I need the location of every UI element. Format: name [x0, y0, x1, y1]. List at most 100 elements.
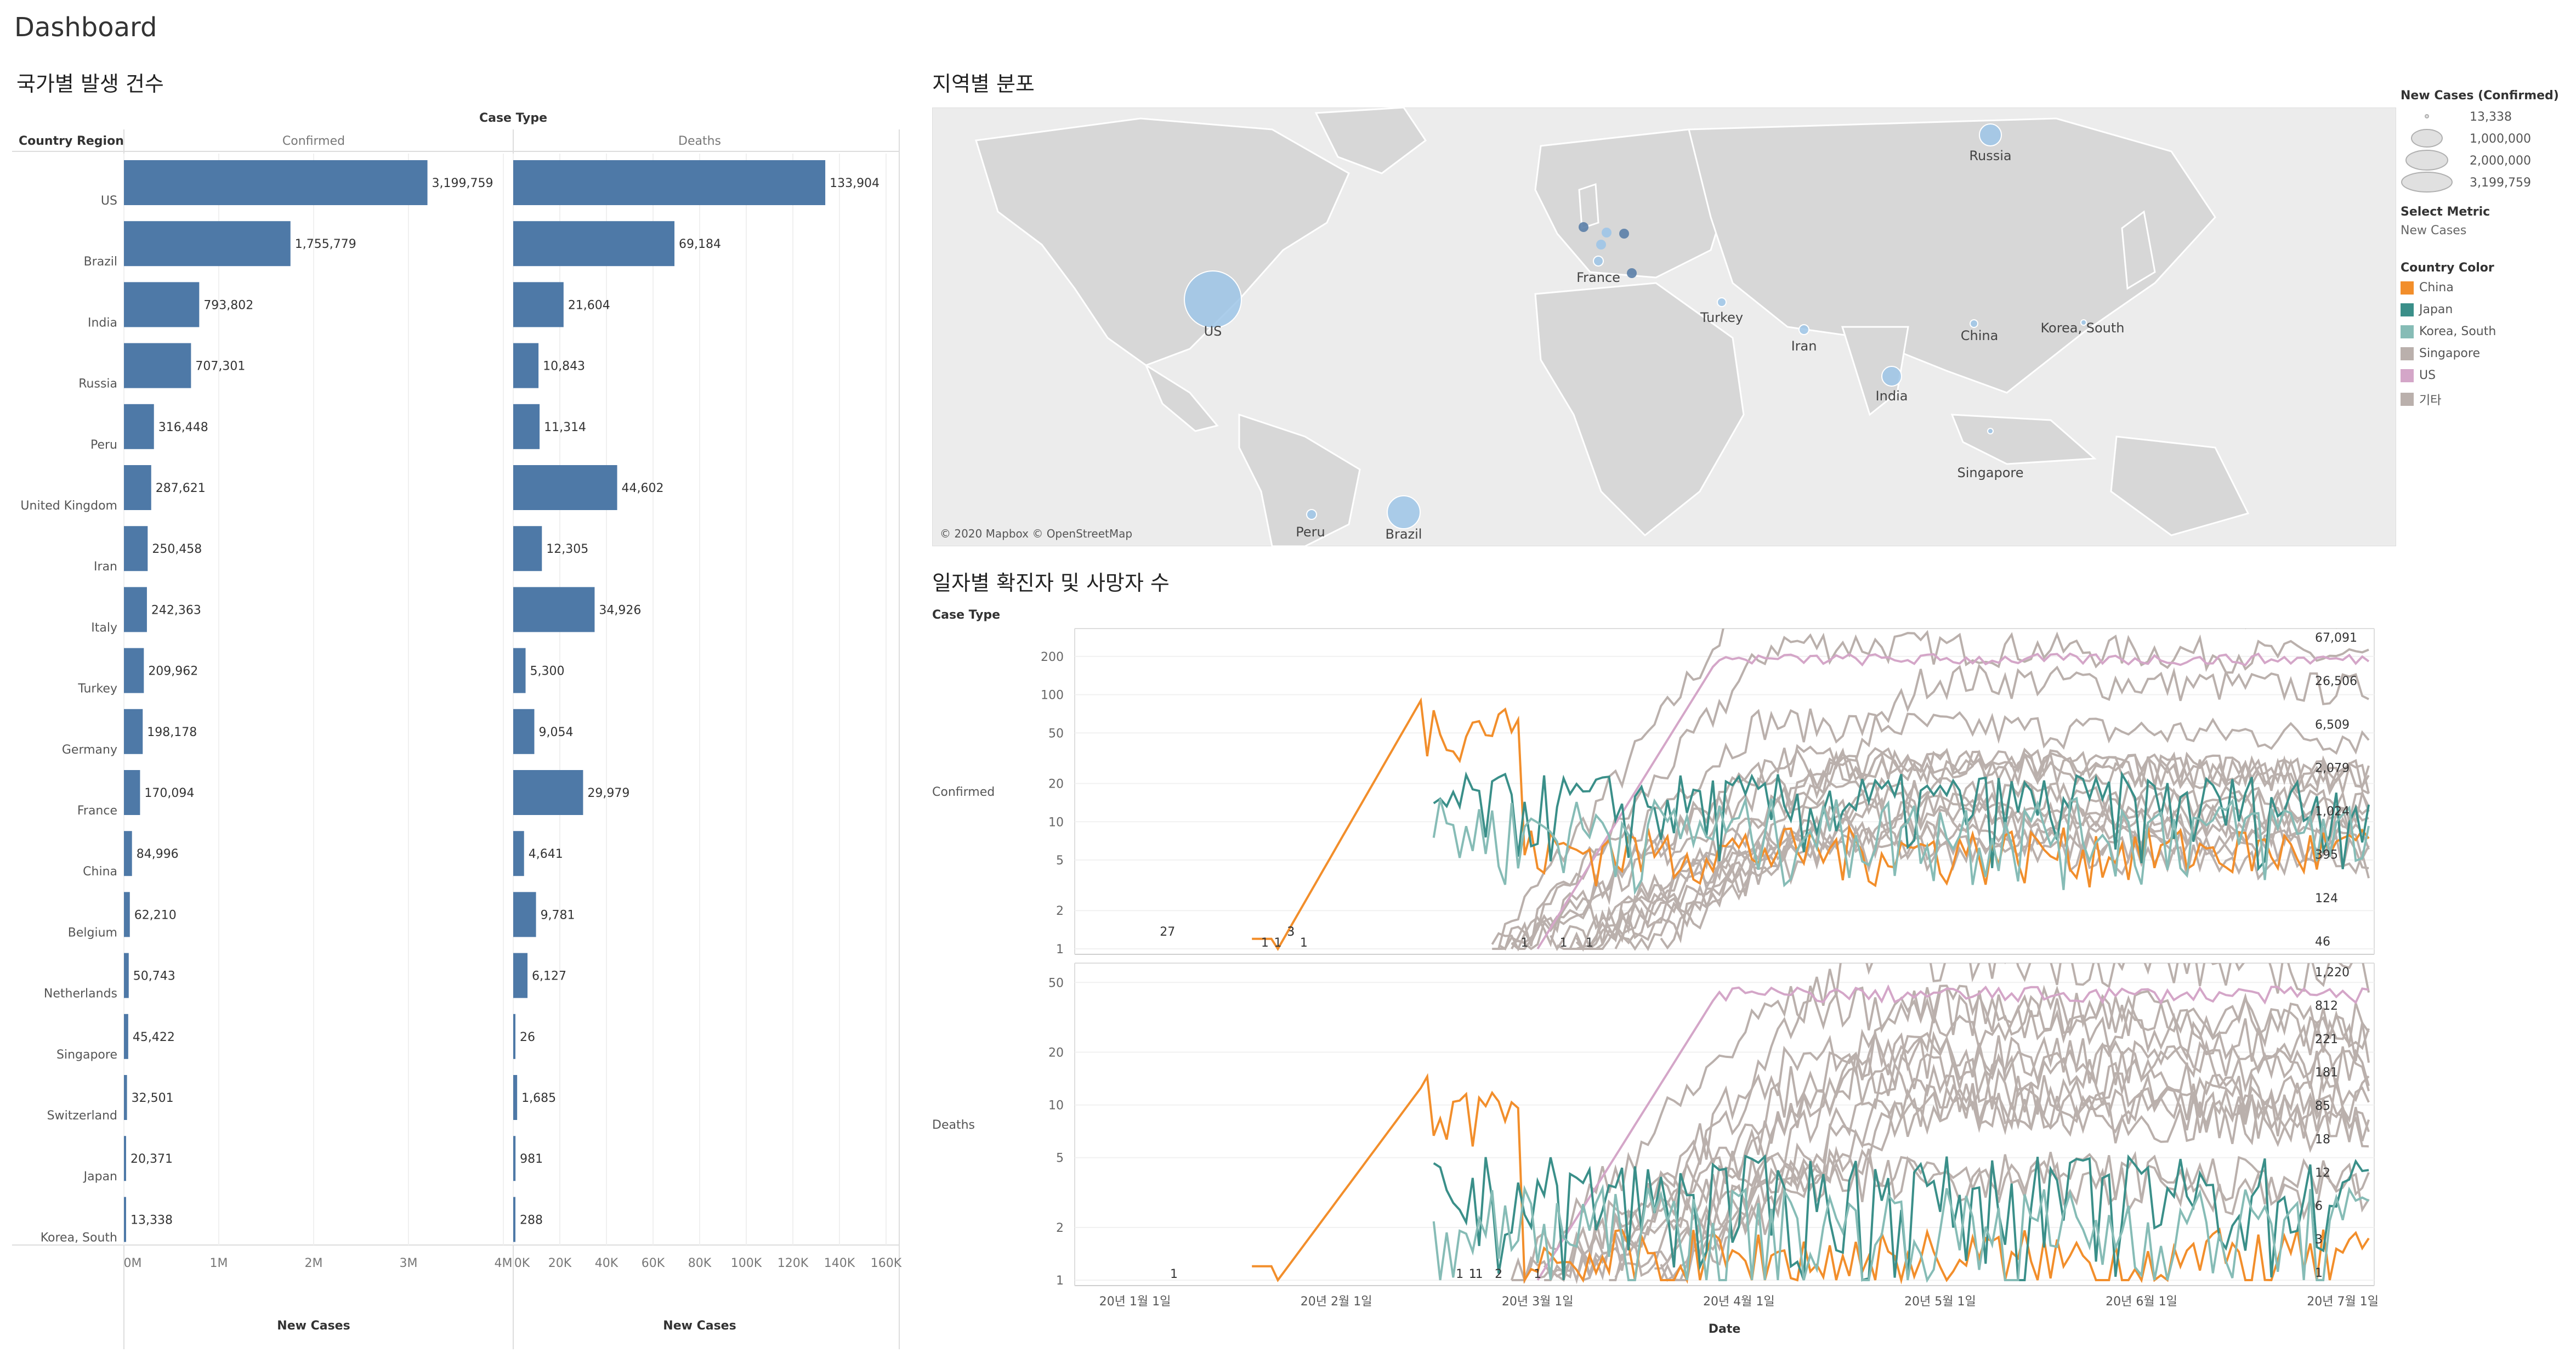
series-line-grey [1537, 1028, 2370, 1280]
bar-deaths-16 [513, 1136, 516, 1181]
map-dot-europe [1602, 228, 1612, 237]
bar-deaths-6 [513, 526, 542, 572]
bar-deaths-8 [513, 648, 526, 693]
series-line-korea-south [1432, 1184, 2369, 1283]
case-type-header: Case Type [479, 111, 547, 125]
bar-deaths-9 [513, 709, 535, 754]
category-label: Turkey [77, 682, 117, 696]
point-label: 1 [1586, 936, 1593, 950]
point-label: 1 [1469, 1268, 1477, 1281]
bar-deaths-11 [513, 831, 524, 876]
color-legend-item[interactable]: US [2401, 369, 2436, 382]
point-label: 1 [1469, 1268, 1477, 1281]
bar-confirmed-3 [124, 343, 191, 388]
daily-line-chart: Case TypeConfirmed20010050201052167,0912… [932, 608, 2379, 1336]
bar-value-label: 6,127 [532, 970, 566, 983]
point-label: 1 [1534, 1268, 1541, 1281]
country-bar-chart: Case Type Country Region Confirmed 0M 1M 2M 3M… [12, 111, 902, 1349]
bar-value-label: 26 [520, 1031, 535, 1044]
x-tick-label: 120K [778, 1257, 809, 1270]
point-label: 1 [1170, 1268, 1178, 1281]
color-legend-item[interactable]: Japan [2401, 303, 2453, 316]
series-line-grey [1575, 1061, 2370, 1281]
x-tick-label: 20년 7월 1일 [2307, 1295, 2379, 1309]
map-land-1 [1314, 107, 1427, 174]
end-label: 812 [2315, 999, 2338, 1013]
map-label: Singapore [1957, 465, 2023, 480]
series-line-us [1536, 652, 2370, 950]
end-label: 6,509 [2315, 718, 2350, 732]
bar-confirmed-9 [124, 709, 143, 754]
color-swatch [2401, 281, 2414, 295]
size-legend-label: 3,199,759 [2470, 176, 2531, 190]
color-legend-item[interactable]: China [2401, 281, 2454, 295]
x-tick-label: 80K [688, 1257, 712, 1270]
end-label: 1 [2315, 1266, 2323, 1280]
end-label: 395 [2315, 848, 2338, 862]
category-label: Russia [78, 377, 117, 391]
color-legend-title: Country Color [2401, 261, 2494, 275]
metric-selector[interactable]: New Cases [2401, 224, 2467, 237]
map-land-5 [1534, 282, 1745, 537]
map-bubble-iran [1798, 324, 1809, 335]
x-tick-label: 3M [400, 1257, 418, 1270]
bar-value-label: 250,458 [152, 542, 202, 556]
map-land-8 [1950, 414, 2097, 465]
x-tick-label: 20년 5월 1일 [1904, 1295, 1976, 1309]
series-line-us [1536, 984, 2369, 1281]
point-label: 1 [1476, 1268, 1483, 1281]
color-legend-label: China [2419, 281, 2454, 295]
bar-value-label: 1,755,779 [295, 237, 356, 251]
color-legend-item[interactable]: Korea, South [2401, 325, 2496, 338]
bar-confirmed-16 [124, 1136, 126, 1181]
bar-confirmed-8 [124, 648, 144, 693]
bar-value-label: 13,338 [130, 1213, 173, 1227]
point-label: 2 [1495, 1268, 1502, 1281]
bar-confirmed-14 [124, 1014, 128, 1059]
bar-value-label: 50,743 [133, 970, 175, 983]
end-label: 3 [2315, 1233, 2323, 1247]
end-label: 67,091 [2315, 631, 2357, 645]
bar-value-label: 316,448 [158, 421, 208, 434]
x-axis-label: New Cases [663, 1319, 736, 1333]
bar-deaths-0 [513, 160, 826, 205]
bar-value-label: 287,621 [156, 482, 206, 495]
bar-value-label: 34,926 [599, 603, 641, 617]
x-tick-label: 0K [514, 1257, 530, 1270]
bar-confirmed-1 [124, 221, 291, 267]
bar-value-label: 69,184 [679, 237, 721, 251]
size-legend-mark [2425, 114, 2429, 118]
panel-label: Deaths [932, 1118, 975, 1132]
end-label: 18 [2315, 1133, 2330, 1146]
bar-section-title: 국가별 발생 건수 [16, 72, 164, 96]
series-line-grey [1660, 1085, 2370, 1281]
region-map[interactable]: Russia France US Turkey Iran China Korea, Sout… [932, 107, 2396, 546]
series-line-grey [1582, 963, 2370, 1281]
color-swatch [2401, 303, 2414, 316]
color-legend-item[interactable]: Singapore [2401, 347, 2480, 360]
panel-header-confirmed: Confirmed [282, 134, 345, 148]
point-label: 1 [1300, 936, 1308, 950]
point-label: 27 [1160, 925, 1175, 939]
bar-deaths-15 [513, 1075, 518, 1120]
size-legend: 13,338 1,000,000 2,000,000 3,199,759 [2401, 110, 2531, 193]
map-bubble-russia [1979, 123, 2002, 146]
series-line-grey [1660, 664, 2369, 950]
bar-deaths-13 [513, 953, 528, 998]
map-land-11 [1578, 183, 1599, 230]
color-legend-item[interactable]: 기타 [2401, 391, 2441, 408]
map-land-3 [1238, 413, 1361, 546]
category-label: Brazil [84, 255, 117, 269]
point-label: 1 [1560, 936, 1568, 950]
category-label: Belgium [68, 926, 117, 940]
metric-title: Select Metric [2401, 205, 2490, 219]
map-section-title: 지역별 분포 [932, 72, 1035, 96]
map-bubble-india [1881, 366, 1902, 387]
bar-value-label: 1,685 [521, 1091, 556, 1105]
bar-value-label: 5,300 [530, 665, 565, 678]
category-label: Japan [83, 1170, 117, 1184]
x-tick-label: 100K [731, 1257, 762, 1270]
map-attribution: © 2020 Mapbox © OpenStreetMap [940, 527, 1132, 540]
point-label: 3 [1287, 925, 1295, 939]
end-label: 85 [2315, 1100, 2330, 1113]
